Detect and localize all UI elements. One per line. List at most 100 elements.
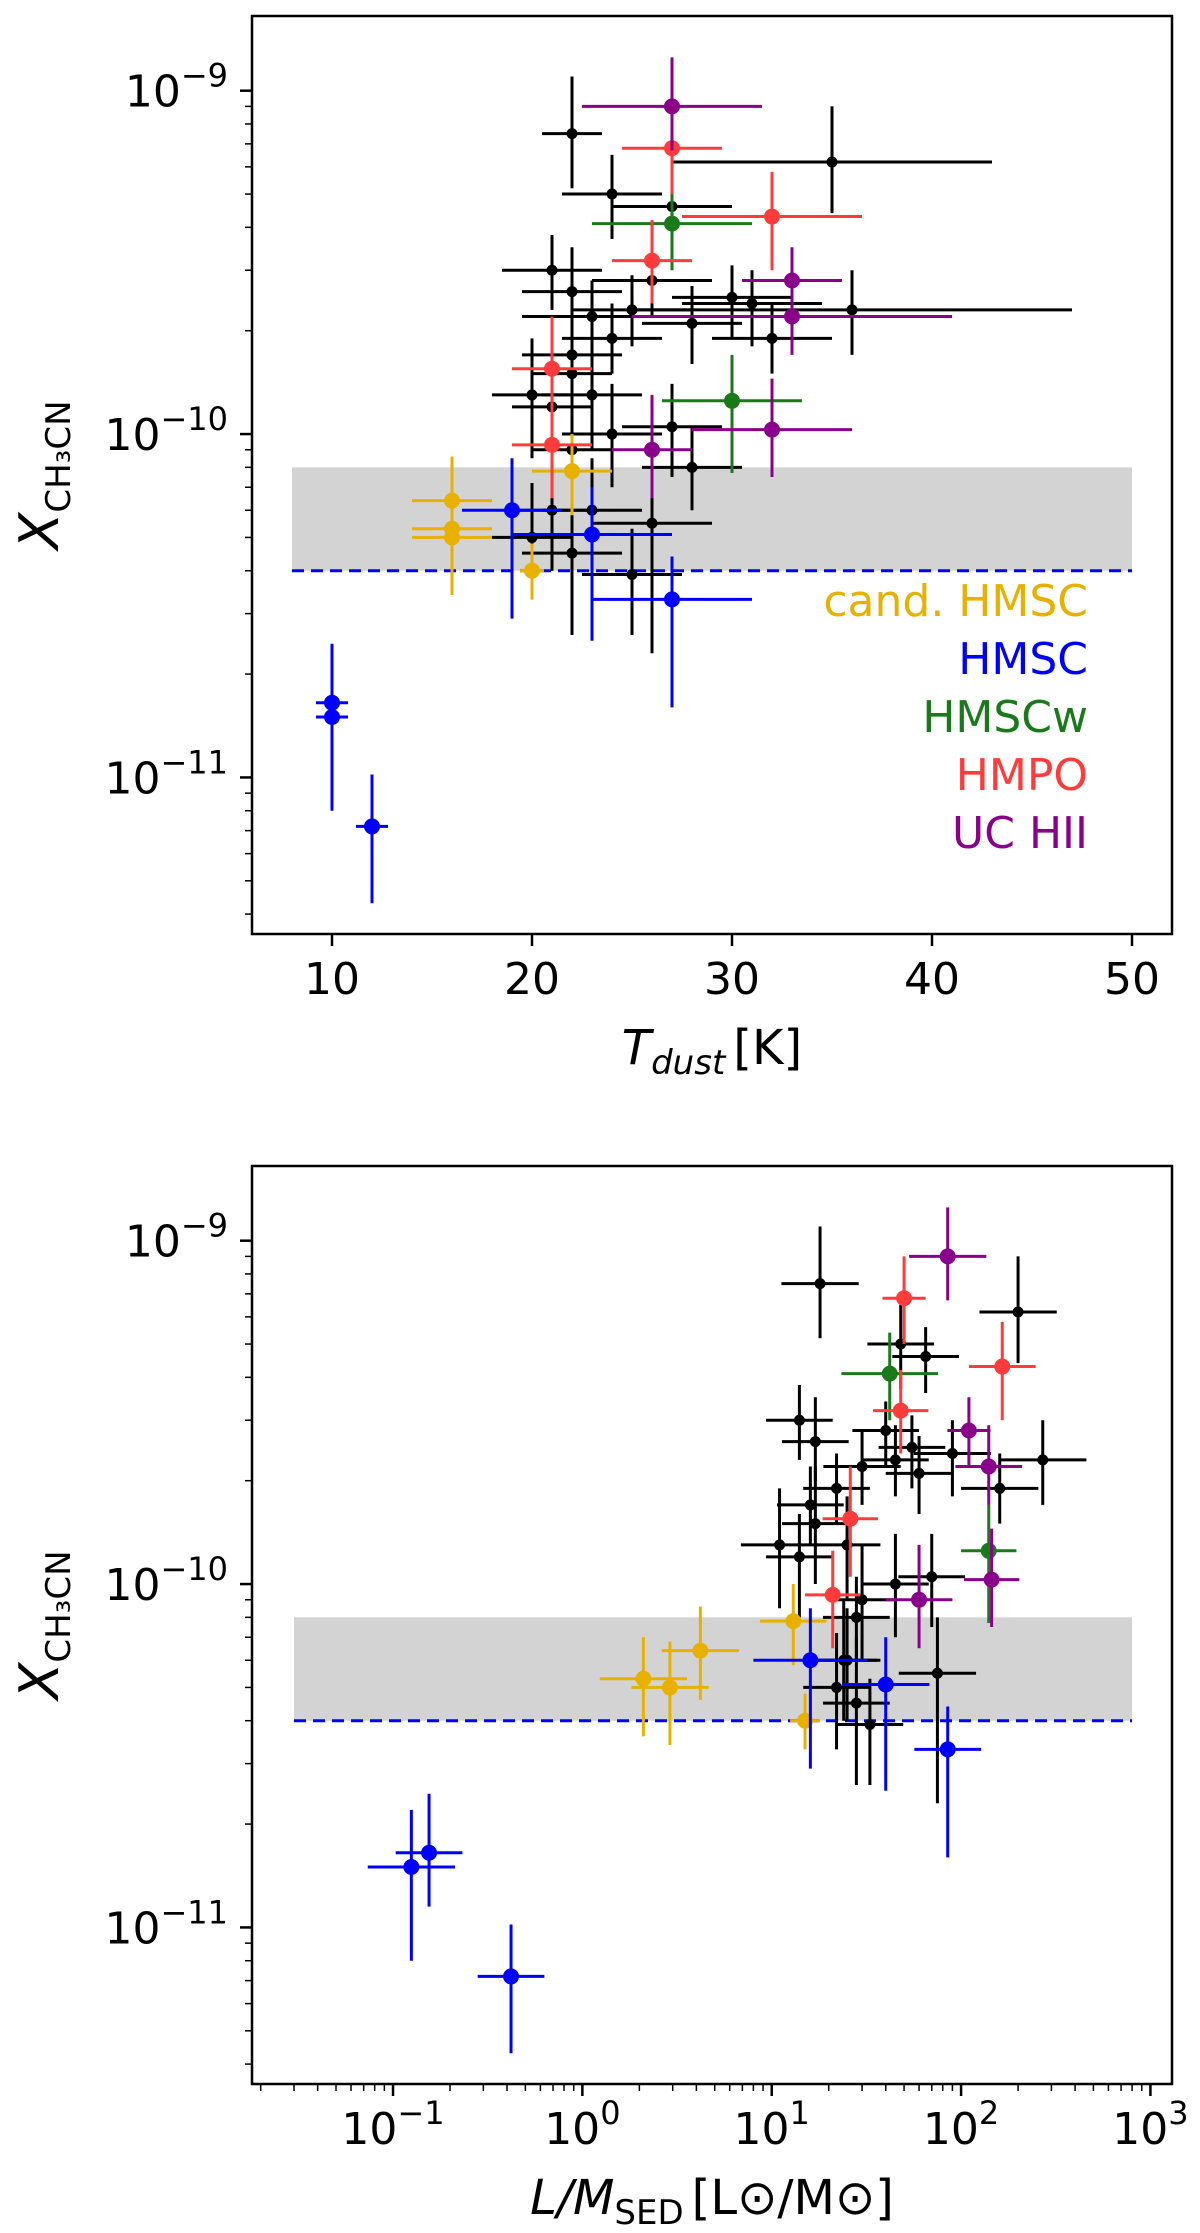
point-marker [421, 1844, 438, 1861]
point-marker [566, 128, 578, 140]
data-point [612, 394, 692, 499]
legend-entry-hmpo: HMPO [956, 750, 1088, 801]
point-marker [606, 332, 618, 344]
point-marker [686, 317, 698, 329]
data-point [766, 1384, 833, 1460]
data-point [542, 346, 642, 450]
point-marker [850, 1611, 862, 1623]
point-marker [646, 517, 658, 529]
point-marker [926, 1571, 938, 1583]
data-point [782, 1466, 849, 1585]
x-tick-label: 50 [1104, 954, 1160, 1005]
point-marker [586, 389, 598, 401]
point-marker [544, 360, 560, 377]
data-point [963, 1528, 1020, 1627]
data-point [592, 467, 712, 654]
data-point [642, 426, 742, 511]
data-point [766, 1513, 833, 1618]
data-point [753, 1608, 868, 1769]
y-axis-label: XCH₃CN [8, 1550, 79, 1702]
data-point [836, 1678, 904, 1785]
data-point [822, 1466, 878, 1577]
point-marker [1037, 1454, 1049, 1466]
point-marker [503, 1968, 520, 1985]
x-tick-label: 20 [504, 954, 560, 1005]
point-marker [546, 264, 558, 276]
point-marker [444, 529, 460, 546]
series-hmsc [367, 1608, 982, 2054]
point-marker [544, 436, 560, 453]
data-point [805, 1550, 861, 1649]
point-marker [526, 389, 538, 401]
point-marker [566, 547, 578, 559]
point-marker [824, 1586, 841, 1603]
data-point [672, 106, 992, 214]
point-marker [850, 1697, 862, 1709]
data-point [852, 1401, 920, 1467]
data-point [582, 528, 682, 635]
data-point [542, 76, 602, 189]
point-marker [524, 562, 540, 579]
data-point [632, 270, 1072, 355]
point-marker [960, 1422, 977, 1439]
data-point [662, 354, 802, 474]
data-point [947, 1397, 991, 1467]
point-marker [644, 252, 660, 269]
y-tick-label: 10−10 [104, 400, 228, 461]
point-marker [686, 461, 698, 473]
plot-frame [250, 1164, 1174, 2086]
data-point [367, 1809, 456, 1961]
point-marker [664, 215, 680, 232]
data-point [873, 1370, 929, 1454]
point-marker [793, 1551, 805, 1563]
point-marker [892, 1402, 909, 1419]
data-point [878, 1415, 946, 1489]
data-point [592, 556, 752, 708]
data-point [661, 1606, 740, 1700]
point-marker [831, 1681, 843, 1693]
point-marker [881, 1365, 898, 1382]
point-marker [920, 1350, 932, 1362]
x-tick-label: 30 [704, 954, 760, 1005]
data-point [913, 1420, 992, 1497]
data-point [682, 270, 822, 347]
point-marker [324, 708, 340, 725]
point-marker [692, 1642, 709, 1659]
point-marker [746, 298, 758, 310]
data-point [759, 1584, 827, 1666]
point-marker [814, 1278, 826, 1290]
legend-entry-cand_hmsc: cand. HMSC [823, 576, 1088, 627]
point-marker [994, 1482, 1006, 1494]
point-marker [766, 332, 778, 344]
x-tick-label: 101 [734, 2094, 810, 2155]
data-point [885, 1544, 953, 1649]
point-marker [664, 591, 680, 608]
y-tick-label: 10−11 [104, 743, 228, 804]
point-marker [809, 1518, 821, 1530]
point-marker [842, 1510, 859, 1527]
point-marker [784, 308, 800, 325]
data-point [316, 659, 348, 811]
data-point [968, 1321, 1036, 1421]
point-marker [856, 1460, 868, 1472]
series-uc-hii [582, 57, 952, 499]
point-marker [664, 98, 680, 115]
panel-top-tdust: 10−11 10−10 10−9 10 20 30 40 50 Tdust [K] XCH₃CN ca… [8, 14, 1174, 1083]
data-point [512, 400, 592, 499]
x-tick-label: 100 [544, 2094, 620, 2155]
panel-bottom-lm: 10−11 10−10 10−9 10−1 100 101 102 103 L/MSED [L⊙/… [8, 1164, 1189, 2233]
data-point [823, 1637, 890, 1785]
detection-band [292, 467, 1132, 571]
x-tick-label: 102 [923, 2094, 999, 2155]
point-marker [856, 1594, 868, 1606]
data-point [395, 1793, 463, 1907]
series-uc-hii [885, 1207, 1023, 1649]
data-point [898, 1617, 977, 1804]
point-marker [785, 1613, 802, 1630]
point-marker [584, 526, 600, 543]
point-marker [364, 818, 380, 835]
point-marker [726, 291, 738, 303]
point-marker [939, 1741, 956, 1758]
point-marker [586, 310, 598, 322]
legend-entry-hmsc: HMSC [958, 634, 1088, 685]
